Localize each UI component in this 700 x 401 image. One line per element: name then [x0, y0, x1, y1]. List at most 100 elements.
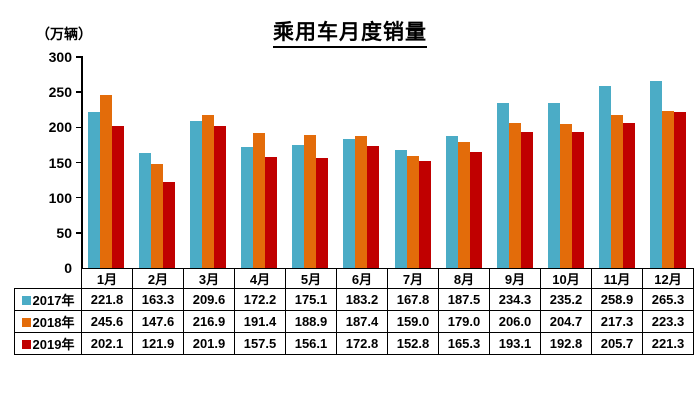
- bar-2019年-3月: [214, 125, 227, 268]
- bar-2019年-10月: [571, 132, 584, 268]
- value-2018年-12月: 223.3: [642, 310, 694, 333]
- value-2019年-3月: 201.9: [183, 332, 235, 355]
- value-2017年-10月: 235.2: [540, 288, 592, 311]
- value-2018年-11月: 217.3: [591, 310, 643, 333]
- y-tick-label-250: 250: [48, 84, 72, 101]
- month-header-4月: 4月: [234, 268, 286, 289]
- bar-2019年-6月: [367, 146, 380, 268]
- bar-2019年-11月: [622, 123, 635, 268]
- value-2018年-3月: 216.9: [183, 310, 235, 333]
- data-table: 1月 2月 3月 4月 5月 6月 7月 8月 9月 10月 11月 12月 2017年 221.8 163…: [14, 268, 694, 355]
- month-header-6月: 6月: [336, 268, 388, 289]
- value-2017年-5月: 175.1: [285, 288, 337, 311]
- month-header-12月: 12月: [642, 268, 694, 289]
- value-2017年-4月: 172.2: [234, 288, 286, 311]
- value-2019年-7月: 152.8: [387, 332, 439, 355]
- value-2017年-12月: 265.3: [642, 288, 694, 311]
- value-2019年-10月: 192.8: [540, 332, 592, 355]
- value-2019年-5月: 156.1: [285, 332, 337, 355]
- bar-2019年-12月: [673, 112, 686, 268]
- table-row-2017年: 2017年 221.8 163.3 209.6 172.2 175.1 183.2 167.8…: [14, 288, 694, 311]
- chart-title: 乘用车月度销量: [0, 16, 700, 48]
- bar-2018年-1月: [100, 95, 112, 268]
- value-2018年-1月: 245.6: [81, 310, 133, 333]
- value-2018年-2月: 147.6: [132, 310, 184, 333]
- bar-2018年-8月: [457, 142, 470, 268]
- legend-marker-2018年: [21, 318, 31, 327]
- bar-2017年-5月: [292, 144, 305, 268]
- y-axis-unit-label: （万辆）: [36, 26, 92, 42]
- value-2019年-12月: 221.3: [642, 332, 694, 355]
- month-header-2月: 2月: [132, 268, 184, 289]
- bar-2019年-7月: [418, 160, 431, 268]
- y-tick-label-150: 150: [48, 154, 72, 171]
- chart-title-text: 乘用车月度销量: [273, 21, 427, 48]
- y-tick-mark-200: [76, 126, 82, 129]
- bar-2019年-2月: [163, 182, 176, 268]
- bar-2019年-9月: [520, 132, 533, 268]
- legend-marker-2017年: [21, 296, 31, 305]
- value-2017年-8月: 187.5: [438, 288, 490, 311]
- value-2019年-2月: 121.9: [132, 332, 184, 355]
- bar-2017年-2月: [139, 153, 152, 268]
- bar-2017年-11月: [598, 85, 611, 268]
- month-header-5月: 5月: [285, 268, 337, 289]
- bar-2017年-8月: [445, 136, 458, 268]
- bar-2019年-5月: [316, 158, 329, 268]
- bar-2017年-9月: [496, 103, 509, 268]
- month-header-3月: 3月: [183, 268, 235, 289]
- bar-2017年-7月: [394, 149, 407, 268]
- value-2017年-1月: 221.8: [81, 288, 133, 311]
- bar-2017年-1月: [88, 112, 100, 268]
- bar-2017年-4月: [241, 146, 254, 268]
- value-2018年-4月: 191.4: [234, 310, 286, 333]
- value-2018年-6月: 187.4: [336, 310, 388, 333]
- y-tick-label-200: 200: [48, 119, 72, 136]
- value-2018年-8月: 179.0: [438, 310, 490, 333]
- bar-2018年-4月: [253, 133, 266, 268]
- value-2017年-6月: 183.2: [336, 288, 388, 311]
- value-2019年-11月: 205.7: [591, 332, 643, 355]
- table-row-2019年: 2019年 202.1 121.9 201.9 157.5 156.1 172.8 152.8…: [14, 332, 694, 355]
- value-2019年-1月: 202.1: [81, 332, 133, 355]
- series-label-2017年: 2017年: [14, 288, 82, 311]
- table-corner-blank: [15, 269, 82, 289]
- value-2017年-3月: 209.6: [183, 288, 235, 311]
- y-tick-label-300: 300: [48, 49, 72, 65]
- bar-2018年-2月: [151, 164, 164, 268]
- bar-2018年-9月: [508, 123, 521, 268]
- y-tick-mark-300: [76, 56, 82, 58]
- month-header-9月: 9月: [489, 268, 541, 289]
- value-2017年-7月: 167.8: [387, 288, 439, 311]
- bar-2017年-6月: [343, 139, 356, 268]
- value-2019年-9月: 193.1: [489, 332, 541, 355]
- y-tick-mark-150: [76, 161, 82, 164]
- value-2019年-8月: 165.3: [438, 332, 490, 355]
- value-2018年-5月: 188.9: [285, 310, 337, 333]
- y-tick-label-0: 0: [64, 260, 72, 276]
- month-header-8月: 8月: [438, 268, 490, 289]
- bar-2018年-5月: [304, 135, 317, 268]
- value-2018年-10月: 204.7: [540, 310, 592, 333]
- value-2017年-9月: 234.3: [489, 288, 541, 311]
- series-label-2019年: 2019年: [14, 332, 82, 355]
- bar-2017年-12月: [649, 81, 662, 268]
- bar-2018年-3月: [202, 115, 215, 268]
- month-header-10月: 10月: [540, 268, 592, 289]
- bar-2018年-6月: [355, 136, 368, 268]
- bar-2018年-12月: [661, 110, 674, 268]
- bar-2017年-10月: [547, 102, 560, 268]
- bar-2018年-7月: [406, 156, 419, 268]
- value-2017年-2月: 163.3: [132, 288, 184, 311]
- bar-2017年-3月: [190, 120, 203, 268]
- legend-marker-2019年: [21, 340, 31, 349]
- month-header-1月: 1月: [81, 268, 133, 289]
- bar-2019年-8月: [469, 151, 482, 268]
- y-tick-mark-50: [76, 232, 82, 234]
- y-tick-label-50: 50: [56, 224, 72, 241]
- y-tick-mark-100: [76, 196, 82, 199]
- value-2018年-9月: 206.0: [489, 310, 541, 333]
- y-tick-mark-250: [76, 91, 82, 93]
- bar-2018年-10月: [559, 124, 572, 268]
- table-row-2018年: 2018年 245.6 147.6 216.9 191.4 188.9 187.4 159.0…: [14, 310, 694, 333]
